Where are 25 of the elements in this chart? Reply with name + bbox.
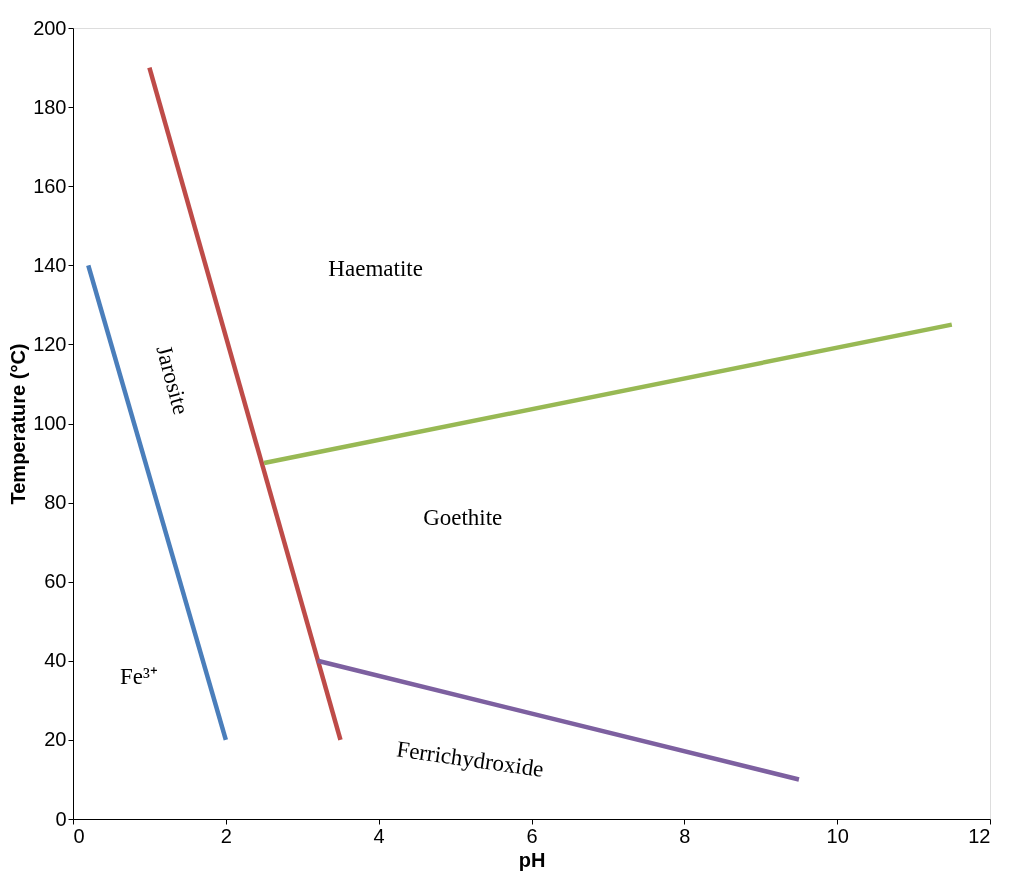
x-tick-label: 0 bbox=[73, 824, 85, 847]
x-tick-label: 8 bbox=[679, 824, 691, 847]
y-tick-label: 0 bbox=[55, 807, 67, 830]
y-tick-label: 200 bbox=[33, 16, 67, 39]
y-tick-label: 40 bbox=[44, 649, 67, 672]
y-tick-label: 20 bbox=[44, 728, 67, 751]
x-tick-label: 2 bbox=[220, 824, 232, 847]
annotation: Goethite bbox=[423, 505, 503, 531]
y-tick-label: 60 bbox=[44, 570, 67, 593]
y-tick-label: 120 bbox=[33, 332, 67, 355]
annotation: Haematite bbox=[328, 256, 423, 282]
y-tick-label: 80 bbox=[44, 491, 67, 514]
x-tick-label: 6 bbox=[526, 824, 538, 847]
x-axis-title: pH bbox=[518, 848, 546, 871]
annotation: Ferrichydroxide bbox=[395, 736, 546, 782]
x-tick-label: 12 bbox=[968, 824, 991, 847]
annotation: Fe³⁺ bbox=[120, 663, 158, 689]
x-tick-label: 4 bbox=[373, 824, 385, 847]
annotation: Jarosite bbox=[151, 342, 194, 418]
y-tick-label: 140 bbox=[33, 253, 67, 276]
x-tick-label: 10 bbox=[826, 824, 849, 847]
y-tick-label: 100 bbox=[33, 412, 67, 434]
y-tick-label: 160 bbox=[33, 174, 67, 197]
y-tick-label: 180 bbox=[33, 95, 67, 118]
y-axis-title: Temperature (°C) bbox=[7, 343, 30, 505]
